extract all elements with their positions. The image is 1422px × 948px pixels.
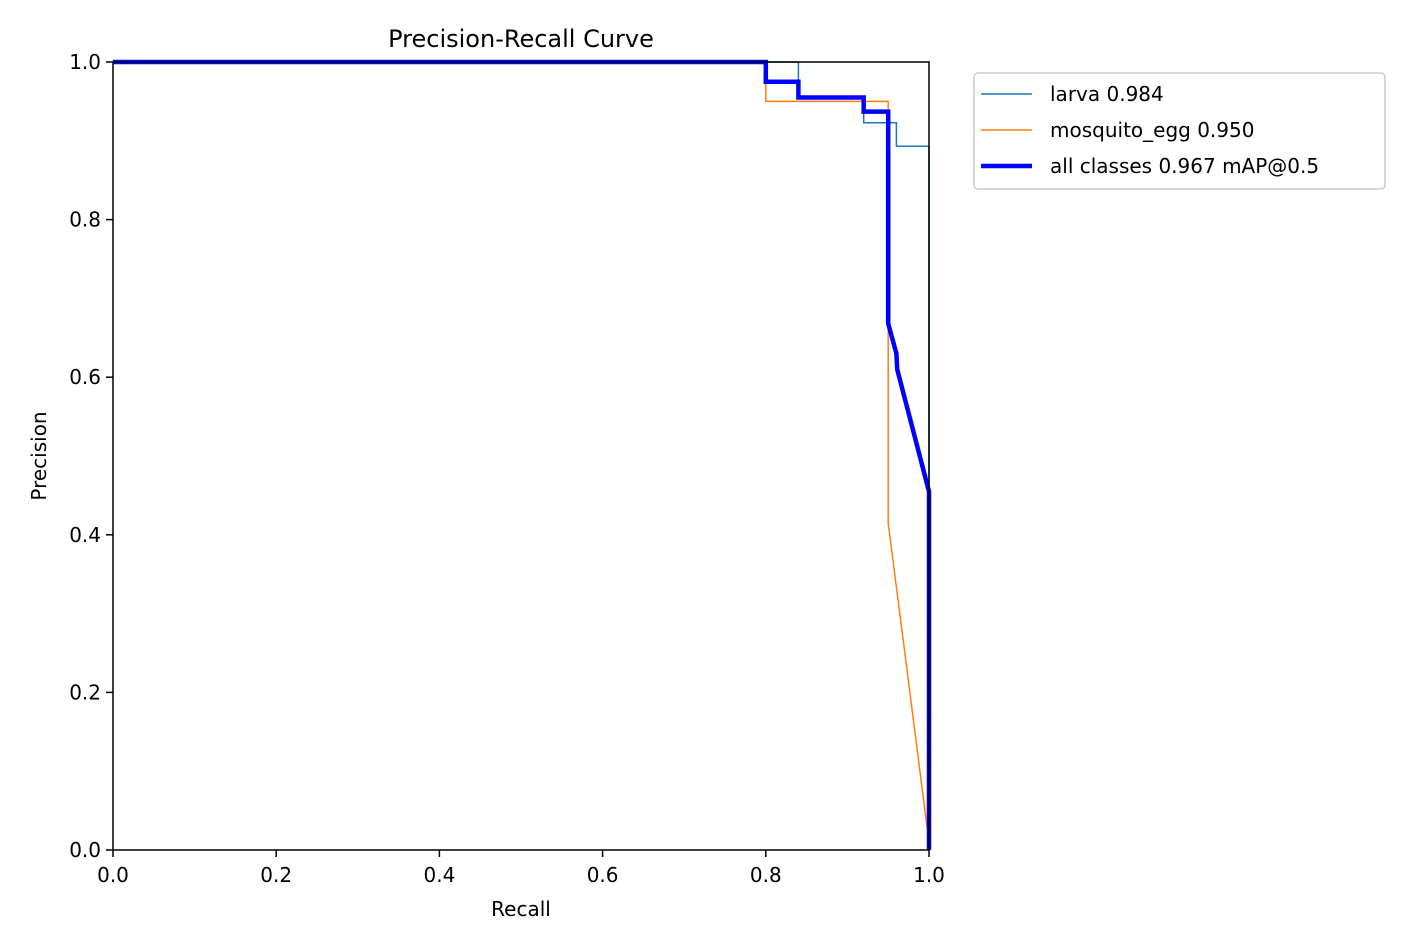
x-tick-label: 0.6 [587, 863, 619, 887]
x-tick-label: 0.2 [260, 863, 292, 887]
y-tick-label: 0.0 [69, 838, 101, 862]
legend-frame [973, 72, 1386, 190]
plot-area-frame [112, 61, 930, 851]
x-tick-label: 1.0 [913, 863, 945, 887]
y-axis-label: Precision [27, 411, 51, 500]
x-axis-ticks: 0.0 0.2 0.4 0.6 0.8 1.0 [97, 850, 945, 887]
legend-label-0: larva 0.984 [1050, 82, 1164, 106]
y-tick-label: 0.6 [69, 365, 101, 389]
legend-entries: larva 0.984 mosquito_egg 0.950 all classes… [981, 82, 1319, 178]
y-tick-label: 1.0 [69, 50, 101, 74]
chart-title: Precision-Recall Curve [388, 25, 654, 53]
series-line-2 [113, 59, 932, 850]
y-tick-label: 0.2 [69, 680, 101, 704]
y-tick-label: 0.8 [69, 208, 101, 232]
x-tick-label: 0.8 [750, 863, 782, 887]
x-axis-label: Recall [491, 897, 551, 921]
legend: larva 0.984 mosquito_egg 0.950 all classes… [973, 72, 1386, 190]
legend-label-1: mosquito_egg 0.950 [1050, 118, 1254, 142]
series-line-0 [113, 61, 930, 850]
x-tick-label: 0.4 [423, 863, 455, 887]
legend-label-2: all classes 0.967 mAP@0.5 [1050, 154, 1319, 178]
y-tick-label: 0.4 [69, 523, 101, 547]
y-axis-ticks: 0.0 0.2 0.4 0.6 0.8 1.0 [69, 50, 113, 862]
x-tick-label: 0.0 [97, 863, 129, 887]
